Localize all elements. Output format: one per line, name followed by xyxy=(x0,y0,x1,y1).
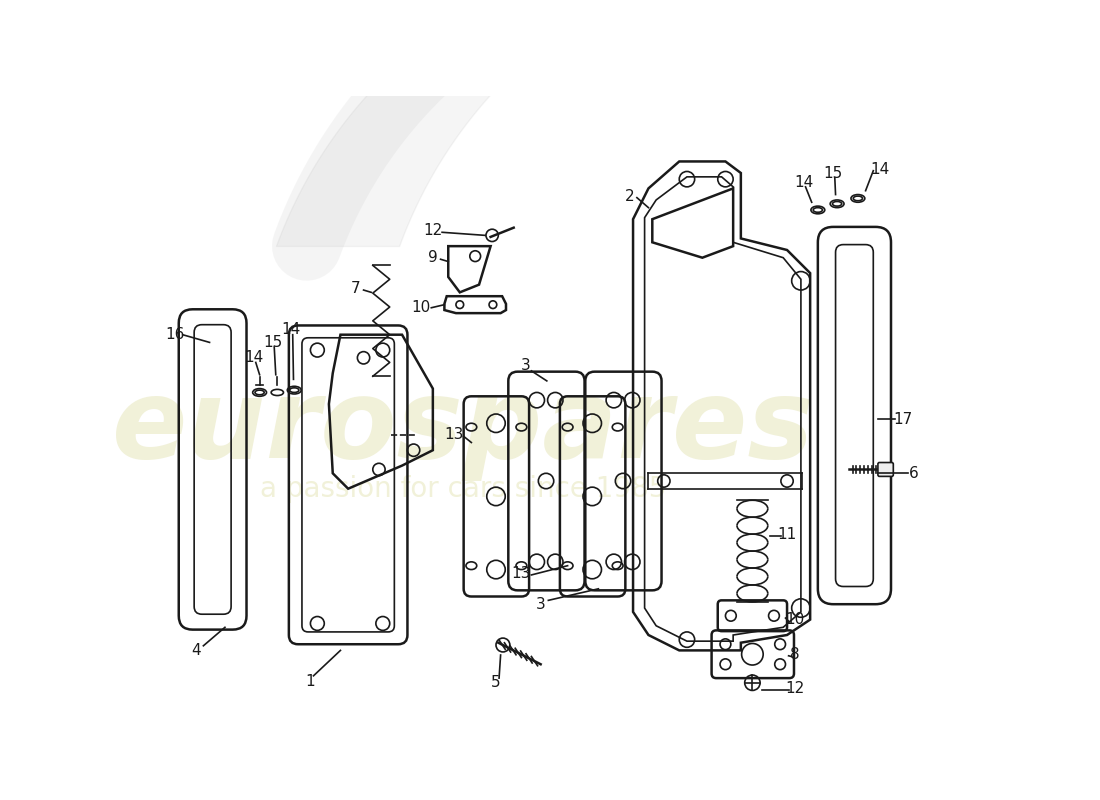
Text: 14: 14 xyxy=(870,162,889,177)
Text: a passion for cars since 1985: a passion for cars since 1985 xyxy=(261,474,667,502)
Text: 14: 14 xyxy=(244,350,264,366)
Text: 7: 7 xyxy=(351,281,361,296)
Text: 14: 14 xyxy=(282,322,300,337)
Text: 12: 12 xyxy=(424,223,442,238)
Text: 9: 9 xyxy=(428,250,438,266)
Text: 2: 2 xyxy=(625,189,634,204)
Text: 13: 13 xyxy=(444,427,464,442)
Text: 12: 12 xyxy=(785,682,804,696)
Text: 15: 15 xyxy=(824,166,843,181)
Text: 4: 4 xyxy=(191,643,200,658)
Text: 15: 15 xyxy=(263,335,283,350)
Text: 10: 10 xyxy=(785,612,804,627)
Text: 16: 16 xyxy=(165,327,185,342)
FancyBboxPatch shape xyxy=(878,462,893,476)
Text: 5: 5 xyxy=(492,675,500,690)
Text: 1: 1 xyxy=(305,674,315,689)
Text: 11: 11 xyxy=(778,527,796,542)
Text: 14: 14 xyxy=(794,174,814,190)
Text: 3: 3 xyxy=(520,358,530,373)
Text: 10: 10 xyxy=(411,300,431,315)
Text: 13: 13 xyxy=(512,566,531,581)
Text: 8: 8 xyxy=(790,646,800,662)
Text: 6: 6 xyxy=(910,466,918,481)
Text: 3: 3 xyxy=(536,597,546,612)
Text: 17: 17 xyxy=(893,412,912,427)
Text: eurospares: eurospares xyxy=(112,374,815,481)
